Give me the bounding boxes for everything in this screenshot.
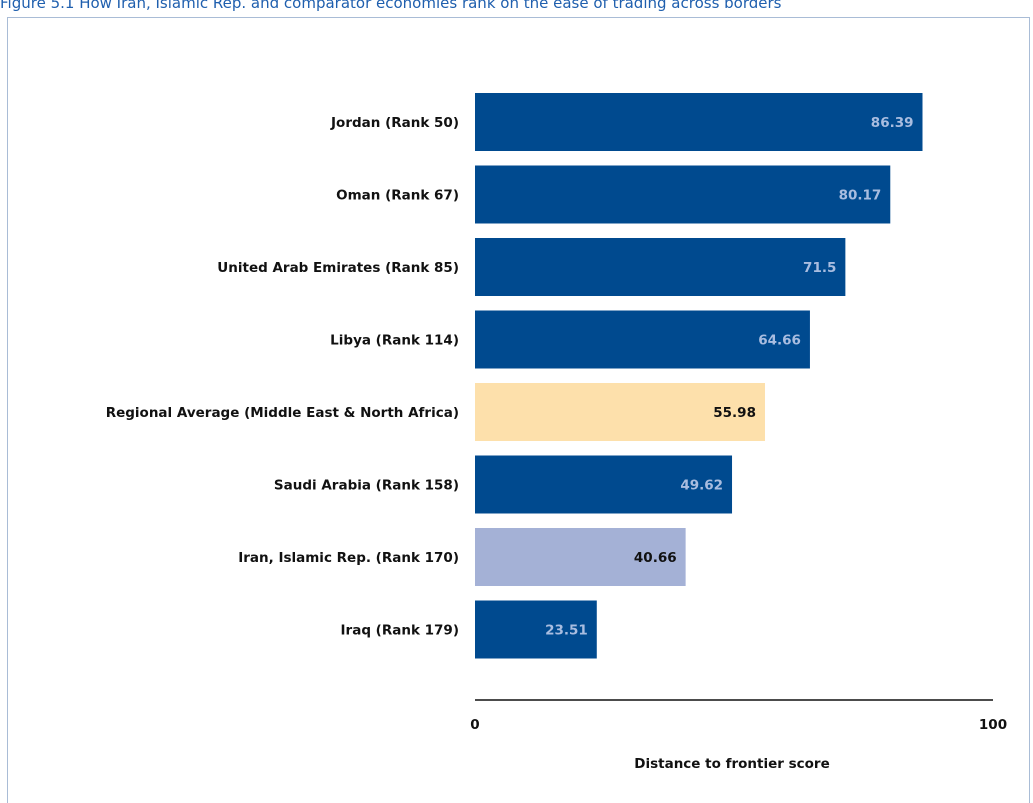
bar-4 [475,383,765,441]
category-label-1: Oman (Rank 67) [336,188,459,204]
bar-0 [475,93,923,151]
category-label-0: Jordan (Rank 50) [330,115,459,131]
value-label-2: 71.5 [803,260,836,276]
value-label-5: 49.62 [680,478,723,494]
bar-1 [475,165,891,224]
value-label-1: 80.17 [839,188,882,204]
figure-frame [7,17,1030,803]
value-label-0: 86.39 [871,115,914,131]
bar-5 [475,455,733,514]
x-tick-label-0: 0 [470,717,479,733]
bar-3 [475,310,810,369]
category-label-5: Saudi Arabia (Rank 158) [274,478,459,494]
value-label-3: 64.66 [758,333,801,349]
bar-7 [475,600,597,659]
category-label-3: Libya (Rank 114) [330,333,459,349]
x-tick-label-1: 100 [979,717,1007,733]
category-label-7: Iraq (Rank 179) [341,623,459,639]
category-label-2: United Arab Emirates (Rank 85) [217,260,459,276]
x-axis-title: Distance to frontier score [634,756,829,772]
value-label-6: 40.66 [634,550,677,566]
value-label-4: 55.98 [713,405,756,421]
value-label-7: 23.51 [545,623,588,639]
figure-caption: Figure 5.1 How Iran, Islamic Rep. and co… [0,0,782,12]
category-label-6: Iran, Islamic Rep. (Rank 170) [238,550,459,566]
bar-6 [475,528,686,586]
category-label-4: Regional Average (Middle East & North Af… [106,405,459,421]
bar-2 [475,238,846,296]
